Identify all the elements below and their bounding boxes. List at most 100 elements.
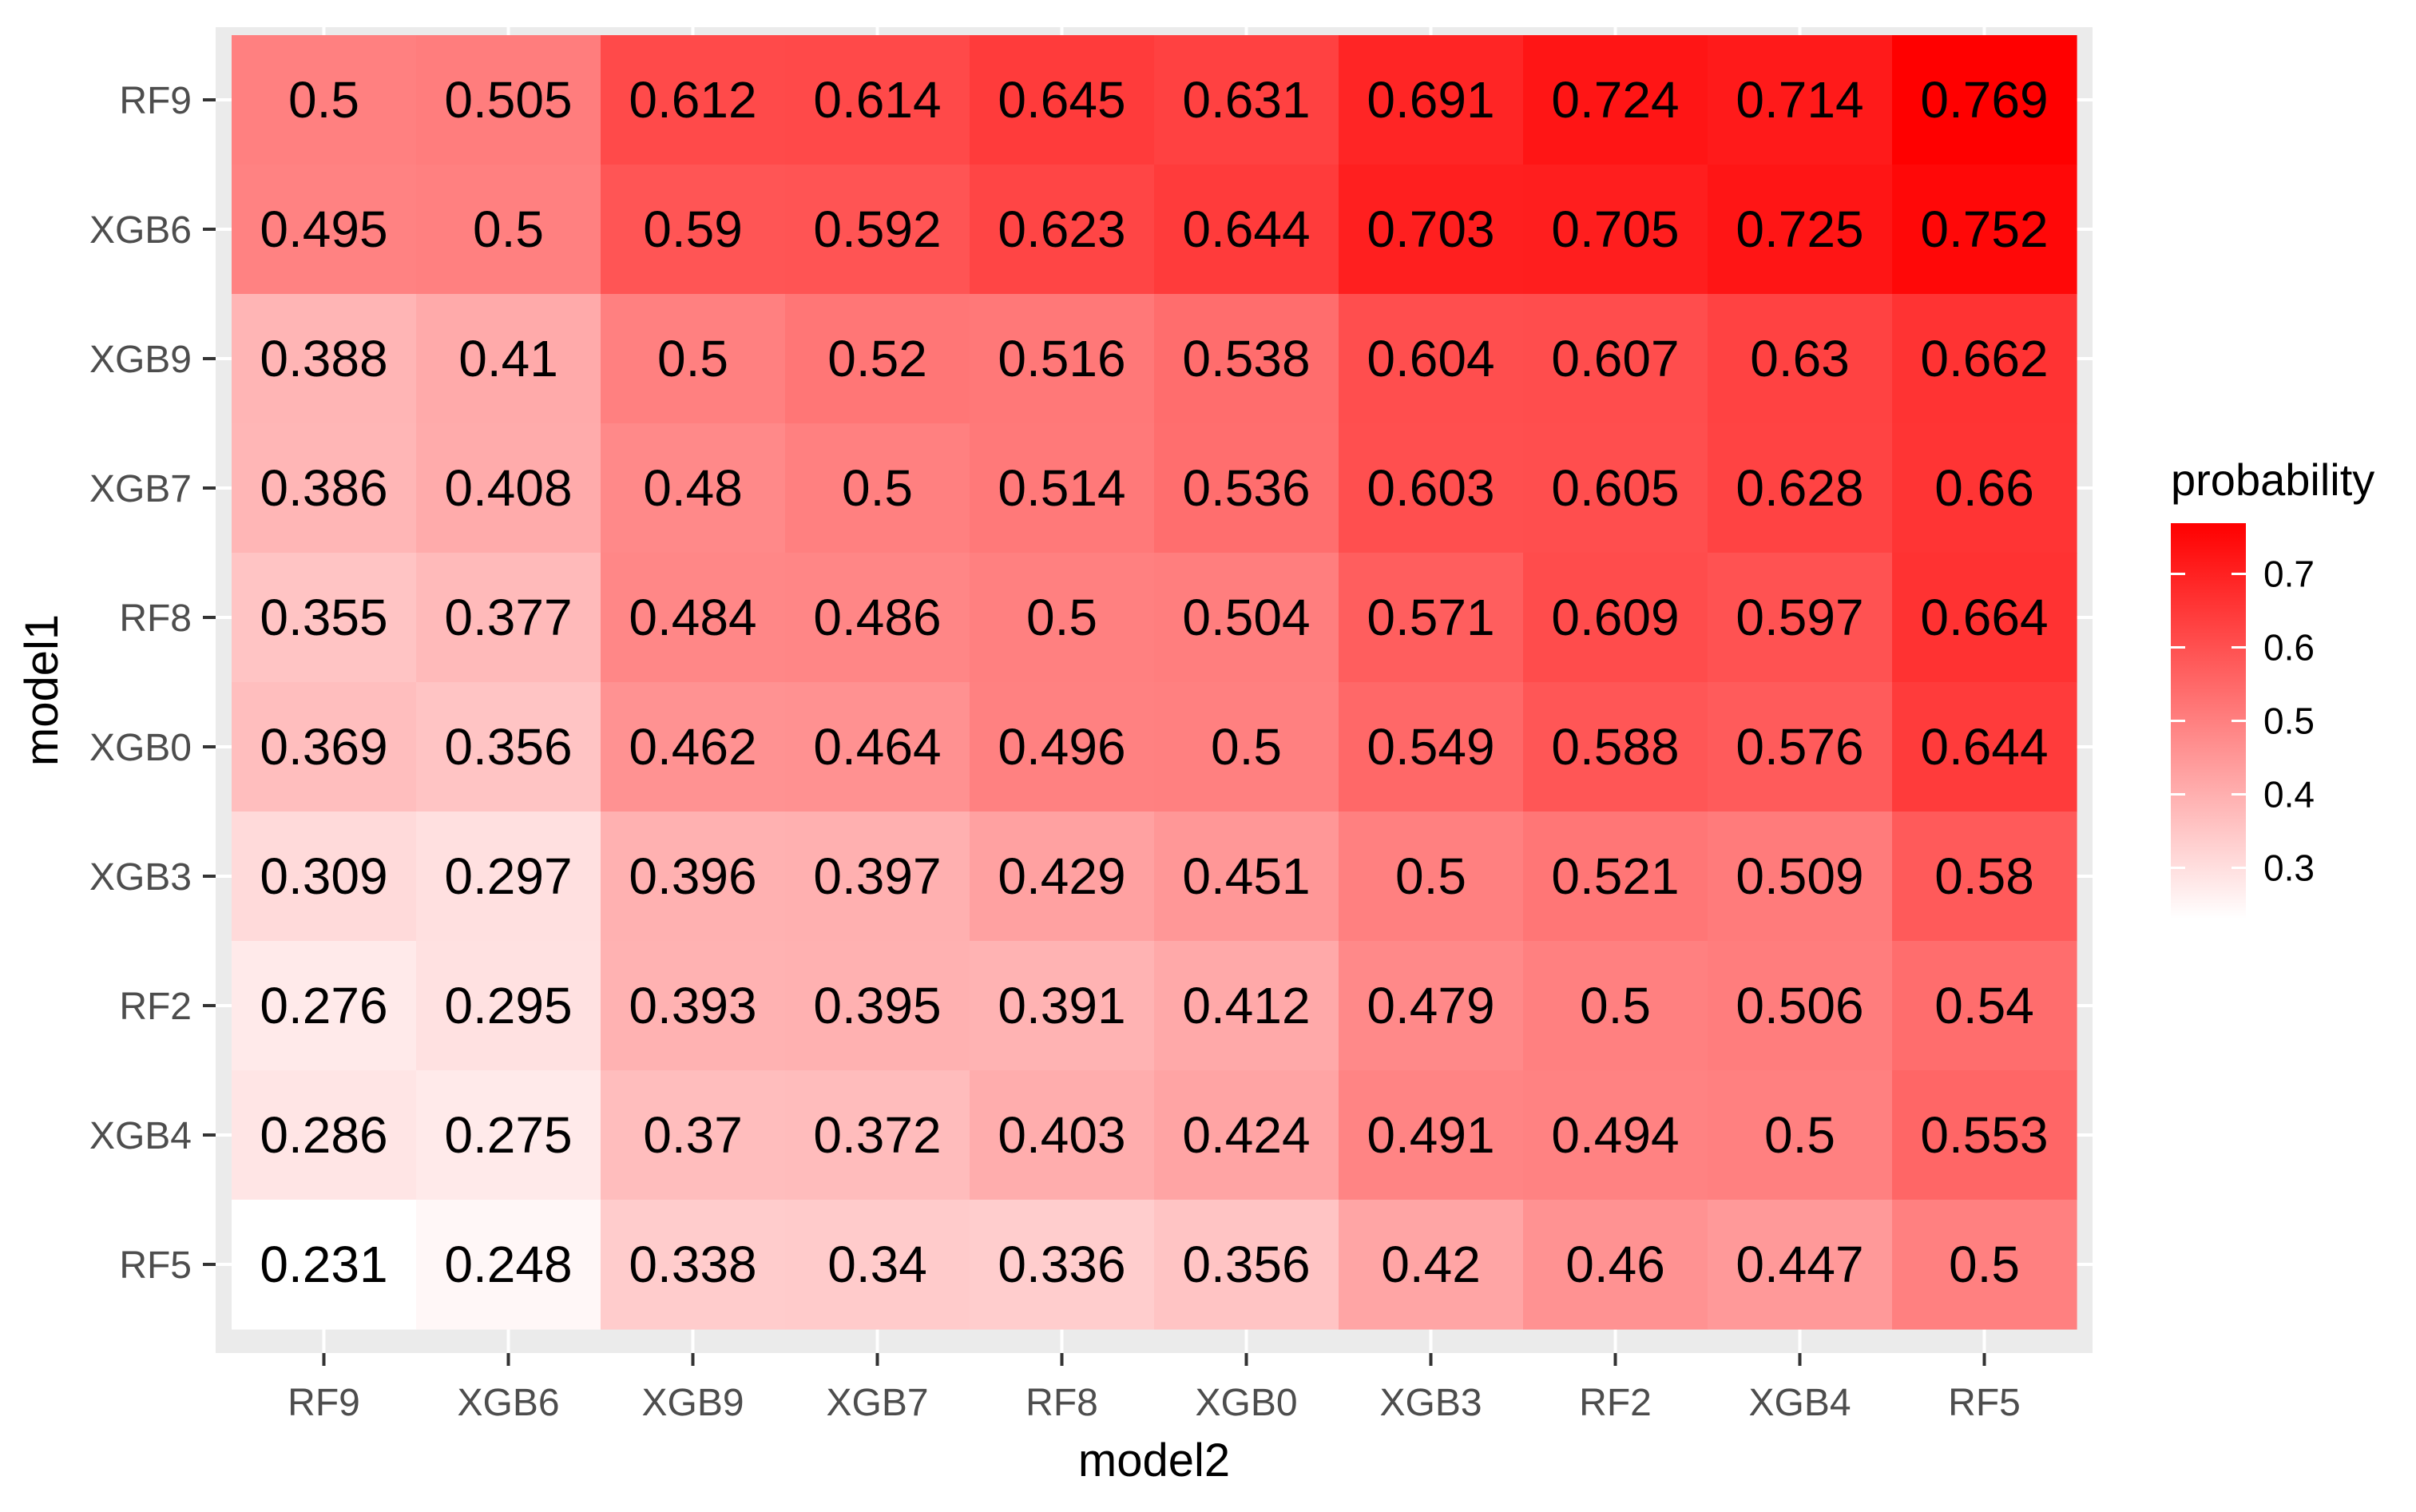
cell-value-label: 0.46 bbox=[1565, 1236, 1665, 1293]
cell-value-label: 0.516 bbox=[998, 330, 1125, 387]
cell-value-label: 0.484 bbox=[629, 589, 756, 646]
cell-value-label: 0.356 bbox=[1182, 1236, 1310, 1293]
heatmap-cell bbox=[1892, 1070, 2077, 1200]
cell-value-label: 0.5 bbox=[1395, 847, 1466, 905]
y-tick-label: RF5 bbox=[119, 1244, 192, 1287]
heatmap-cell bbox=[1708, 1070, 1893, 1200]
cell-value-label: 0.464 bbox=[813, 718, 941, 776]
heatmap-cell bbox=[1523, 1200, 1708, 1330]
y-tick-label: RF2 bbox=[119, 986, 192, 1028]
heatmap-cell bbox=[1154, 165, 1339, 295]
cell-value-label: 0.752 bbox=[1920, 200, 2048, 258]
cell-value-label: 0.429 bbox=[998, 847, 1125, 905]
cell-value-label: 0.63 bbox=[1750, 330, 1850, 387]
cell-value-label: 0.553 bbox=[1920, 1106, 2048, 1164]
cell-value-label: 0.549 bbox=[1367, 718, 1494, 776]
cell-value-label: 0.724 bbox=[1551, 71, 1679, 129]
heatmap-cell bbox=[970, 1070, 1155, 1200]
cell-value-label: 0.486 bbox=[813, 589, 941, 646]
heatmap-cell bbox=[1154, 423, 1339, 554]
cell-value-label: 0.491 bbox=[1367, 1106, 1494, 1164]
cell-value-label: 0.614 bbox=[813, 71, 941, 129]
cell-value-label: 0.388 bbox=[260, 330, 387, 387]
heatmap-cell bbox=[232, 423, 417, 554]
heatmap-cell bbox=[970, 423, 1155, 554]
heatmap-cell bbox=[1154, 1070, 1339, 1200]
x-tick-label: XGB6 bbox=[457, 1382, 559, 1424]
heatmap-cell bbox=[601, 165, 786, 295]
cell-value-label: 0.37 bbox=[643, 1106, 743, 1164]
cell-value-label: 0.571 bbox=[1367, 589, 1494, 646]
heatmap-cell bbox=[1154, 294, 1339, 424]
heatmap-cell bbox=[601, 553, 786, 683]
cell-value-label: 0.588 bbox=[1551, 718, 1679, 776]
heatmap-cell bbox=[416, 941, 601, 1071]
heatmap-cell bbox=[1339, 941, 1524, 1071]
heatmap-cell bbox=[1339, 553, 1524, 683]
heatmap-cell bbox=[1339, 1200, 1524, 1330]
x-axis-title: model2 bbox=[1078, 1435, 1230, 1486]
cell-value-label: 0.536 bbox=[1182, 459, 1310, 517]
heatmap-cell bbox=[785, 682, 970, 812]
y-tick-label: RF8 bbox=[119, 597, 192, 640]
y-axis-title: model1 bbox=[16, 614, 68, 766]
cell-value-label: 0.408 bbox=[444, 459, 572, 517]
cell-value-label: 0.5 bbox=[657, 330, 728, 387]
heatmap-cell bbox=[1892, 682, 2077, 812]
cell-value-label: 0.66 bbox=[1934, 459, 2034, 517]
heatmap-cell bbox=[1892, 35, 2077, 165]
heatmap-cell bbox=[416, 165, 601, 295]
cell-value-label: 0.603 bbox=[1367, 459, 1494, 517]
heatmap-cell bbox=[601, 812, 786, 942]
heatmap-cell bbox=[970, 553, 1155, 683]
cell-value-label: 0.5 bbox=[473, 200, 544, 258]
heatmap-cell bbox=[1523, 1070, 1708, 1200]
heatmap-cell bbox=[1154, 1200, 1339, 1330]
cell-value-label: 0.521 bbox=[1551, 847, 1679, 905]
heatmap-cell bbox=[970, 941, 1155, 1071]
x-tick-label: XGB9 bbox=[641, 1382, 744, 1424]
cell-value-label: 0.592 bbox=[813, 200, 941, 258]
legend-ticks: 0.3 0.4 0.5 0.6 0.7 bbox=[2171, 553, 2315, 889]
cell-value-label: 0.5 bbox=[842, 459, 913, 517]
legend-tick-label: 0.5 bbox=[2263, 700, 2315, 742]
heatmap-cell bbox=[1339, 812, 1524, 942]
heatmap-cell bbox=[1523, 423, 1708, 554]
y-tick-label: XGB4 bbox=[89, 1115, 192, 1157]
cell-value-label: 0.462 bbox=[629, 718, 756, 776]
heatmap-cell bbox=[416, 682, 601, 812]
cell-value-label: 0.538 bbox=[1182, 330, 1310, 387]
cell-value-label: 0.48 bbox=[643, 459, 743, 517]
cell-value-label: 0.34 bbox=[827, 1236, 927, 1293]
cell-value-label: 0.628 bbox=[1736, 459, 1863, 517]
heatmap-cell bbox=[1708, 165, 1893, 295]
cell-value-label: 0.372 bbox=[813, 1106, 941, 1164]
cell-value-label: 0.5 bbox=[1026, 589, 1097, 646]
cell-value-label: 0.514 bbox=[998, 459, 1125, 517]
heatmap-cell bbox=[1154, 812, 1339, 942]
cell-value-labels: 0.5 0.505 0.612 0.614 0.645 0.631 0.691 0.724 0.… bbox=[260, 71, 2048, 1293]
heatmap-cell bbox=[1523, 812, 1708, 942]
x-tick-label: RF5 bbox=[1948, 1382, 2021, 1424]
cell-value-label: 0.612 bbox=[629, 71, 756, 129]
x-tick-label: XGB3 bbox=[1379, 1382, 1482, 1424]
cell-value-label: 0.369 bbox=[260, 718, 387, 776]
cell-value-label: 0.396 bbox=[629, 847, 756, 905]
x-tick-label: RF2 bbox=[1579, 1382, 1652, 1424]
heatmap-cell bbox=[232, 682, 417, 812]
cell-value-label: 0.623 bbox=[998, 200, 1125, 258]
cell-value-label: 0.5 bbox=[288, 71, 359, 129]
heatmap-cell bbox=[232, 294, 417, 424]
heatmap-cell bbox=[1154, 682, 1339, 812]
cell-value-label: 0.609 bbox=[1551, 589, 1679, 646]
cell-value-label: 0.276 bbox=[260, 977, 387, 1034]
cell-value-label: 0.231 bbox=[260, 1236, 387, 1293]
cell-value-label: 0.338 bbox=[629, 1236, 756, 1293]
cell-value-label: 0.447 bbox=[1736, 1236, 1863, 1293]
heatmap-cell bbox=[785, 1200, 970, 1330]
heatmap-cell bbox=[970, 165, 1155, 295]
heatmap-cell bbox=[1708, 682, 1893, 812]
heatmap-cell bbox=[1154, 35, 1339, 165]
x-tick-label: RF9 bbox=[288, 1382, 360, 1424]
heatmap-cell bbox=[785, 553, 970, 683]
